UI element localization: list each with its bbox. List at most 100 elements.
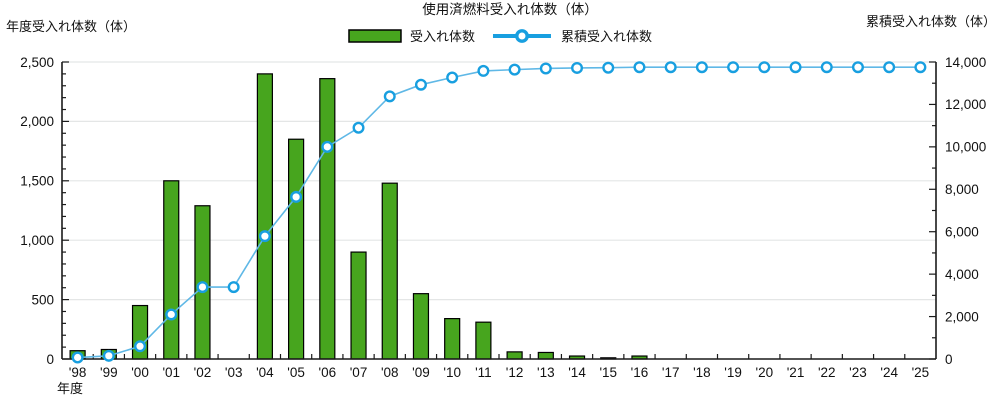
x-tick-label-22: '20 — [756, 365, 774, 380]
x-tick-label-18: '16 — [631, 365, 649, 380]
x-tick-label-15: '13 — [537, 365, 555, 380]
cumulative-marker-'14 — [571, 61, 584, 74]
right-tick-label-2000: 2,000 — [945, 309, 979, 324]
bar-swatch-icon — [348, 28, 402, 43]
legend-item-bars: 受入れ体数 — [348, 26, 475, 45]
cumulative-marker-'19 — [727, 61, 740, 74]
legend-item-line: 累積受入れ体数 — [491, 26, 652, 45]
cumulative-marker-'05 — [290, 190, 303, 203]
x-tick-label-19: '17 — [662, 365, 680, 380]
cumulative-marker-'13 — [539, 62, 552, 75]
right-tick-label-12000: 12,000 — [945, 97, 986, 112]
legend-line-label: 累積受入れ体数 — [561, 29, 653, 44]
right-axis-title: 累積受入れ体数（体） — [865, 14, 996, 29]
x-tick-label-27: '25 — [912, 365, 930, 380]
right-tick-label-14000: 14,000 — [945, 55, 986, 70]
axes — [61, 61, 937, 360]
axis-labels: 0 500 1,000 1,500 2,000 2,500 0 2,000 4,000 6,000… — [20, 55, 986, 380]
cumulative-marker-'22 — [820, 61, 833, 74]
cumulative-marker-'10 — [446, 71, 459, 84]
x-tick-label-10: '08 — [381, 365, 399, 380]
cumulative-marker-'01 — [165, 308, 178, 321]
cumulative-line-series — [71, 61, 927, 364]
cumulative-line — [77, 66, 921, 359]
cumulative-marker-'08 — [383, 90, 396, 103]
gridlines — [62, 61, 936, 301]
bar-'06 — [319, 78, 336, 360]
cumulative-marker-'24 — [883, 61, 896, 74]
left-tick-label-500: 500 — [31, 292, 54, 307]
chart-title: 使用済燃料受入れ体数（体） — [422, 2, 598, 17]
bar-'04 — [256, 73, 273, 360]
x-tick-label-11: '09 — [412, 365, 430, 380]
x-tick-label-7: '05 — [287, 365, 305, 380]
bar-'13 — [537, 351, 554, 360]
cumulative-marker-'98 — [71, 351, 84, 364]
legend: 受入れ体数 累積受入れ体数 — [348, 26, 652, 45]
cumulative-marker-'99 — [102, 349, 115, 362]
bar-'01 — [163, 180, 180, 360]
bar-'05 — [288, 138, 305, 360]
cumulative-marker-'23 — [851, 61, 864, 74]
x-tick-label-26: '24 — [880, 365, 898, 380]
x-tick-label-8: '06 — [319, 365, 337, 380]
x-tick-label-14: '12 — [506, 365, 524, 380]
x-tick-label-12: '10 — [443, 365, 461, 380]
bar-'11 — [475, 321, 492, 360]
left-tick-label-2000: 2,000 — [20, 114, 54, 129]
cumulative-marker-'04 — [258, 230, 271, 243]
cumulative-marker-'00 — [134, 340, 147, 353]
right-tick-label-0: 0 — [945, 352, 953, 367]
x-tick-label-17: '15 — [599, 365, 617, 380]
cumulative-marker-'11 — [477, 64, 490, 77]
cumulative-marker-'12 — [508, 63, 521, 76]
x-tick-label-2: '00 — [131, 365, 149, 380]
x-tick-label-23: '21 — [787, 365, 805, 380]
left-axis-title: 年度受入れ体数（体） — [6, 19, 137, 34]
cumulative-marker-'06 — [321, 140, 334, 153]
right-tick-label-8000: 8,000 — [945, 182, 979, 197]
x-tick-label-24: '22 — [818, 365, 836, 380]
left-tick-label-1500: 1,500 — [20, 174, 54, 189]
cumulative-marker-'20 — [758, 61, 771, 74]
cumulative-marker-'18 — [695, 61, 708, 74]
bar-'12 — [506, 351, 523, 360]
cumulative-marker-'16 — [633, 61, 646, 74]
x-tick-label-25: '23 — [849, 365, 867, 380]
x-tick-label-1: '99 — [100, 365, 118, 380]
cumulative-marker-'03 — [227, 281, 240, 294]
x-tick-label-13: '11 — [475, 365, 492, 380]
left-tick-label-1000: 1,000 — [20, 233, 54, 248]
x-tick-label-0: '98 — [69, 365, 87, 380]
right-tick-label-6000: 6,000 — [945, 225, 979, 240]
x-tick-label-4: '02 — [194, 365, 212, 380]
legend-bars-label: 受入れ体数 — [409, 29, 475, 44]
bar-'10 — [444, 318, 461, 360]
line-marker-icon — [493, 28, 551, 43]
left-tick-label-0: 0 — [46, 352, 54, 367]
cumulative-marker-'25 — [914, 61, 927, 74]
bar-'09 — [412, 293, 430, 360]
right-tick-label-4000: 4,000 — [945, 267, 979, 282]
cumulative-marker-'02 — [196, 281, 209, 294]
x-tick-label-9: '07 — [350, 365, 368, 380]
x-tick-label-6: '04 — [256, 365, 274, 380]
cumulative-marker-'07 — [352, 121, 365, 134]
cumulative-marker-'21 — [789, 61, 802, 74]
cumulative-marker-'15 — [602, 61, 615, 74]
x-tick-label-21: '19 — [724, 365, 742, 380]
cumulative-marker-'09 — [414, 78, 427, 91]
x-tick-label-16: '14 — [568, 365, 586, 380]
x-tick-label-3: '01 — [162, 365, 180, 380]
bar-'08 — [381, 182, 398, 360]
x-tick-label-5: '03 — [225, 365, 243, 380]
left-tick-label-2500: 2,500 — [20, 55, 54, 70]
bar-series — [69, 73, 648, 360]
x-axis-title: 年度 — [57, 381, 84, 396]
cumulative-marker-'17 — [664, 61, 677, 74]
bar-'07 — [350, 251, 367, 360]
right-tick-label-10000: 10,000 — [945, 140, 986, 155]
x-tick-label-20: '18 — [693, 365, 711, 380]
